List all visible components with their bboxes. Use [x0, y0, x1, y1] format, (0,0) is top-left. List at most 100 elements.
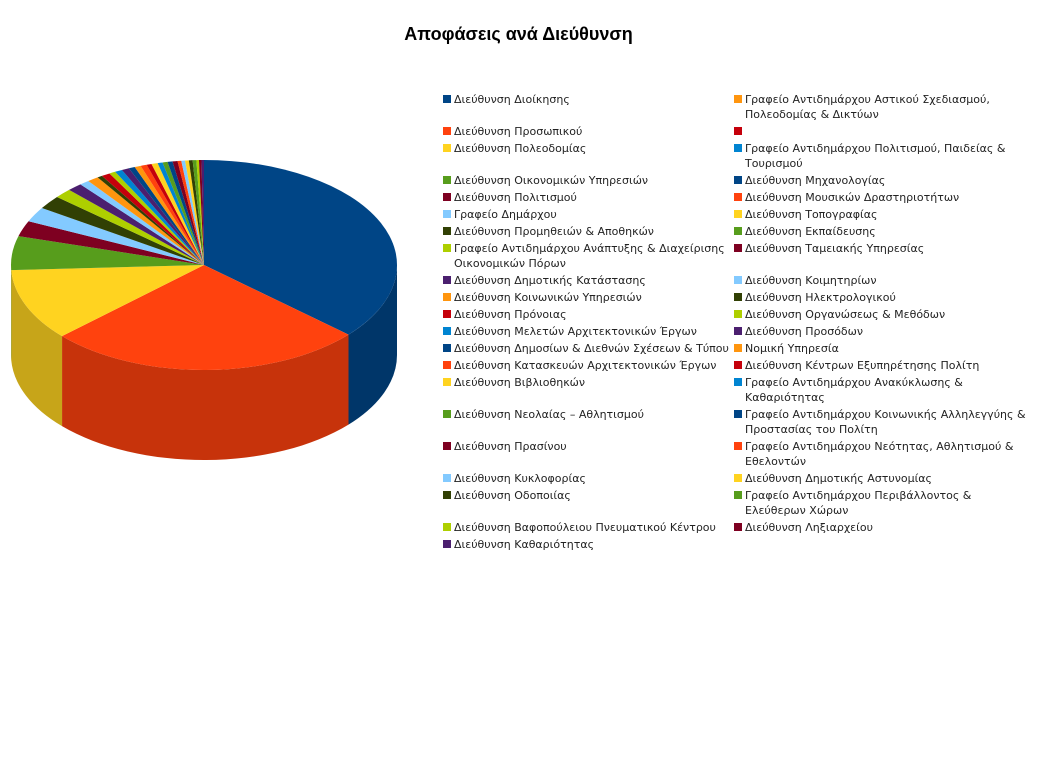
- legend-label: Διεύθυνση Βαφοπούλειου Πνευματικού Κέντρ…: [454, 521, 716, 534]
- legend-item: Γραφείο Αντιδημάρχου Κοινωνικής Αλληλεγγ…: [734, 407, 1034, 437]
- pie-slice: [62, 265, 349, 370]
- pie-slice: [18, 221, 205, 265]
- legend-label: Διεύθυνση Ηλεκτρολογικού: [745, 291, 896, 304]
- legend-item: Διεύθυνση Οδοποιίας: [443, 488, 734, 518]
- pie-slice: [41, 196, 205, 265]
- legend-swatch: [443, 227, 451, 235]
- pie-slice: [196, 160, 204, 265]
- legend-swatch: [443, 474, 451, 482]
- legend-swatch: [443, 293, 451, 301]
- legend-item: Διεύθυνση Προσόδων: [734, 324, 1034, 339]
- legend-label: Διεύθυνση Ταμειακής Υπηρεσίας: [745, 242, 925, 255]
- legend-item: Διεύθυνση Οικονομικών Υπηρεσιών: [443, 173, 734, 188]
- legend-label: Διεύθυνση Μουσικών Δραστηριοτήτων: [745, 191, 960, 204]
- pie-slice: [121, 168, 204, 265]
- legend-label: Διεύθυνση Οργανώσεως & Μεθόδων: [745, 308, 946, 321]
- legend-label: Διεύθυνση Πρασίνου: [454, 440, 567, 453]
- legend-item: Διεύθυνση Κυκλοφορίας: [443, 471, 734, 486]
- legend-swatch: [734, 210, 742, 218]
- legend-label: Διεύθυνση Διοίκησης: [454, 93, 570, 106]
- legend-label: Διεύθυνση Δημοσίων & Διεθνών Σχέσεων & Τ…: [454, 342, 729, 355]
- legend-item: Διεύθυνση Τοπογραφίας: [734, 207, 1034, 222]
- legend-swatch: [734, 293, 742, 301]
- pie-slice-side: [62, 334, 349, 461]
- legend-item: [734, 124, 1034, 139]
- legend-swatch: [734, 474, 742, 482]
- legend-item: Διεύθυνση Προμηθειών & Αποθηκών: [443, 224, 734, 239]
- legend-label: Διεύθυνση Οδοποιίας: [454, 489, 571, 502]
- pie-slice: [188, 160, 204, 265]
- legend-swatch: [443, 523, 451, 531]
- pie-slice: [177, 160, 204, 265]
- legend-item: Διεύθυνση Ταμειακής Υπηρεσίας: [734, 241, 1034, 271]
- legend-label: Διεύθυνση Οικονομικών Υπηρεσιών: [454, 174, 649, 187]
- legend-item: Διεύθυνση Κοινωνικών Υπηρεσιών: [443, 290, 734, 305]
- legend-swatch: [734, 361, 742, 369]
- legend-label: Διεύθυνση Δημοτικής Αστυνομίας: [745, 472, 932, 485]
- legend-swatch: [443, 210, 451, 218]
- legend-label: Διεύθυνση Βιβλιοθηκών: [454, 376, 586, 389]
- legend-item: Γραφείο Αντιδημάρχου Ανακύκλωσης & Καθαρ…: [734, 375, 1034, 405]
- legend-swatch: [734, 227, 742, 235]
- legend-label: Γραφείο Αντιδημάρχου Κοινωνικής Αλληλεγγ…: [745, 408, 1026, 436]
- legend-label: Διεύθυνση Προσόδων: [745, 325, 864, 338]
- legend-item: Γραφείο Αντιδημάρχου Ανάπτυξης & Διαχείρ…: [443, 241, 734, 271]
- legend-item: Διεύθυνση Κέντρων Εξυπηρέτησης Πολίτη: [734, 358, 1034, 373]
- legend-label: Διεύθυνση Τοπογραφίας: [745, 208, 878, 221]
- legend-swatch: [443, 442, 451, 450]
- pie-slice: [11, 236, 205, 271]
- legend-swatch: [734, 127, 742, 135]
- legend-swatch: [443, 344, 451, 352]
- legend-item: Διεύθυνση Πολιτισμού: [443, 190, 734, 205]
- legend-swatch: [443, 244, 451, 252]
- legend-swatch: [734, 378, 742, 386]
- pie-slice-side: [11, 270, 63, 427]
- pie-slice: [101, 173, 204, 265]
- legend-swatch: [443, 361, 451, 369]
- legend-item: Διεύθυνση Πρόνοιας: [443, 307, 734, 322]
- legend-swatch: [443, 378, 451, 386]
- pie-slice: [192, 160, 204, 265]
- legend-item: Διεύθυνση Πολεοδομίας: [443, 141, 734, 171]
- legend-label: Διεύθυνση Κοιμητηρίων: [745, 274, 877, 287]
- legend-label: Διεύθυνση Πολεοδομίας: [454, 142, 587, 155]
- pie-slice: [11, 265, 205, 337]
- legend-label: Διεύθυνση Πρόνοιας: [454, 308, 567, 321]
- legend-swatch: [443, 276, 451, 284]
- pie-slice: [204, 160, 397, 335]
- legend-label: Διεύθυνση Μηχανολογίας: [745, 174, 886, 187]
- legend-item: Διεύθυνση Πρασίνου: [443, 439, 734, 469]
- legend-swatch: [734, 176, 742, 184]
- legend-item: Διεύθυνση Δημοσίων & Διεθνών Σχέσεων & Τ…: [443, 341, 734, 356]
- legend-item: Γραφείο Δημάρχου: [443, 207, 734, 222]
- pie-slice: [157, 162, 204, 265]
- pie-slice: [134, 165, 204, 265]
- legend-label: Διεύθυνση Προσωπικού: [454, 125, 583, 138]
- pie-slice: [69, 184, 204, 265]
- legend-swatch: [734, 276, 742, 284]
- legend-item: Διεύθυνση Διοίκησης: [443, 92, 734, 122]
- legend-item: Διεύθυνση Βιβλιοθηκών: [443, 375, 734, 405]
- legend-item: Διεύθυνση Οργανώσεως & Μεθόδων: [734, 307, 1034, 322]
- pie-slice: [57, 189, 205, 265]
- legend-item: Διεύθυνση Προσωπικού: [443, 124, 734, 139]
- pie-slice: [162, 161, 204, 265]
- legend-item: Διεύθυνση Μουσικών Δραστηριοτήτων: [734, 190, 1034, 205]
- legend-swatch: [734, 523, 742, 531]
- legend-label: Γραφείο Αντιδημάρχου Ανάπτυξης & Διαχείρ…: [454, 242, 725, 270]
- legend-label: Διεύθυνση Καθαριότητας: [454, 538, 595, 551]
- legend-label: Διεύθυνση Προμηθειών & Αποθηκών: [454, 225, 654, 238]
- pie-slice: [140, 164, 204, 265]
- pie-slice: [97, 175, 204, 265]
- pie-slice: [88, 177, 204, 265]
- pie-slice: [201, 160, 204, 265]
- legend-item: Διεύθυνση Βαφοπούλειου Πνευματικού Κέντρ…: [443, 520, 734, 535]
- legend-label: Γραφείο Δημάρχου: [454, 208, 557, 221]
- legend-item: Διεύθυνση Ληξιαρχείου: [734, 520, 1034, 535]
- legend-item: Γραφείο Αντιδημάρχου Νεότητας, Αθλητισμο…: [734, 439, 1034, 469]
- pie-slice: [28, 207, 204, 265]
- legend-swatch: [443, 327, 451, 335]
- legend-swatch: [734, 491, 742, 499]
- legend-swatch: [443, 540, 451, 548]
- legend-label: Διεύθυνση Κοινωνικών Υπηρεσιών: [454, 291, 642, 304]
